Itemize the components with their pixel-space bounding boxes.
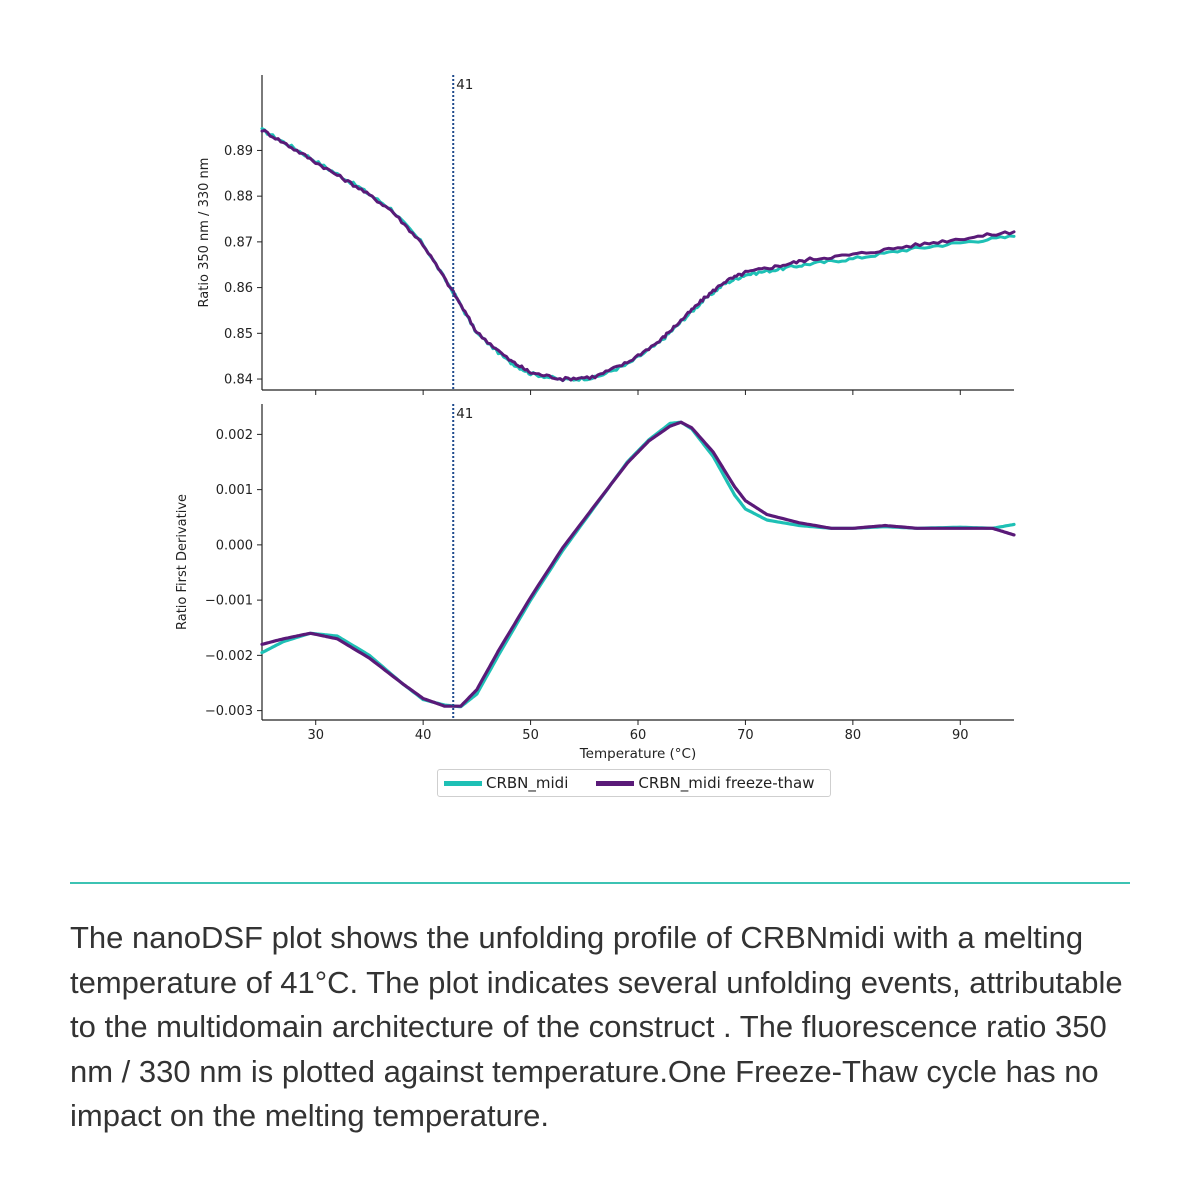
chart-legend: CRBN_midi CRBN_midi freeze-thaw: [437, 769, 831, 797]
y-tick-label: 0.88: [224, 190, 253, 205]
y-tick-label: −0.002: [205, 649, 253, 664]
y-tick-label: 0.001: [216, 483, 253, 498]
y-tick-label: 0.87: [224, 235, 253, 250]
y-tick-label: 0.84: [224, 373, 253, 388]
y-tick-label: 0.86: [224, 281, 253, 296]
x-tick-label: 70: [737, 728, 754, 743]
x-axis-label: Temperature (°C): [579, 746, 697, 762]
legend-item-series-1: CRBN_midi: [438, 774, 568, 792]
x-tick-label: 90: [952, 728, 969, 743]
figure-caption: The nanoDSF plot shows the unfolding pro…: [70, 920, 1123, 1133]
derivative-plot-panel: −0.003 −0.002 −0.001 0.000 0.001 0.002 30 40 50 6…: [175, 404, 1016, 762]
y-tick-label: 0.000: [216, 538, 253, 553]
series-line-1: [260, 127, 1016, 383]
y-tick-label: 0.85: [224, 327, 253, 342]
legend-swatch-series-2: [596, 780, 635, 786]
series-line-2: [260, 128, 1016, 382]
y-tick-label: −0.003: [205, 704, 253, 719]
ratio-plot-panel: 0.84 0.85 0.86 0.87 0.88 0.89 Ratio 350 nm / 3…: [197, 75, 1016, 395]
legend-item-series-2: CRBN_midi freeze-thaw: [590, 774, 814, 792]
legend-label-series-2: CRBN_midi freeze-thaw: [638, 774, 815, 792]
y-tick-label: 0.89: [224, 144, 253, 159]
section-divider: [70, 882, 1130, 884]
x-tick-label: 80: [845, 728, 862, 743]
x-tick-label: 60: [630, 728, 647, 743]
x-tick-label: 30: [307, 728, 324, 743]
nanodsf-figure: 0.84 0.85 0.86 0.87 0.88 0.89 Ratio 350 nm / 3…: [175, 75, 1016, 762]
marker-label: 41: [456, 77, 473, 93]
y-axis-label: Ratio First Derivative: [175, 494, 190, 630]
series-line-2: [260, 420, 1016, 708]
y-tick-label: 0.002: [216, 428, 253, 443]
legend-swatch-series-1: [444, 780, 482, 786]
y-tick-label: −0.001: [205, 594, 253, 609]
x-tick-label: 50: [522, 728, 539, 743]
x-tick-label: 40: [415, 728, 432, 743]
marker-label: 41: [456, 406, 473, 422]
legend-label-series-1: CRBN_midi: [486, 774, 569, 792]
y-axis-label: Ratio 350 nm / 330 nm: [197, 158, 212, 308]
